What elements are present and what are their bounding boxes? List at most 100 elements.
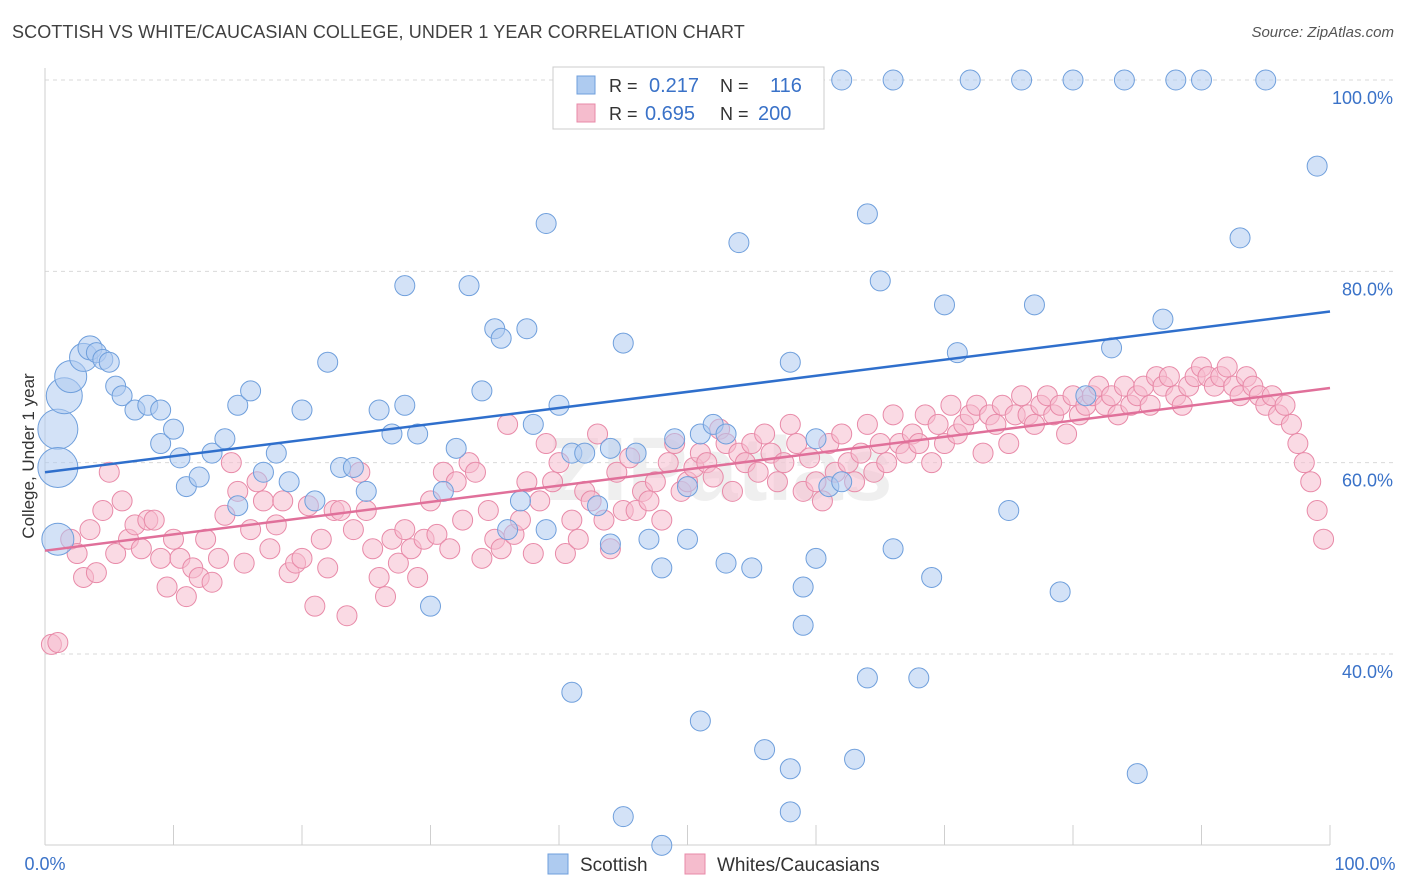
white-point — [856, 413, 878, 435]
white-point — [426, 523, 448, 545]
scottish-point — [831, 69, 853, 91]
scottish-point — [265, 442, 287, 464]
scottish-point — [844, 748, 866, 770]
chart-title: SCOTTISH VS WHITE/CAUCASIAN COLLEGE, UND… — [12, 22, 745, 42]
legend-r-label-2: R = — [609, 104, 638, 124]
white-point — [766, 471, 788, 493]
scottish-point — [612, 332, 634, 354]
x-tick-label-min: 0.0% — [24, 854, 65, 874]
scottish-point — [1191, 69, 1212, 91]
scottish-point — [638, 528, 660, 550]
white-point — [85, 562, 107, 584]
white-point — [522, 543, 544, 565]
scottish-point — [188, 466, 210, 488]
white-point — [1011, 385, 1033, 407]
scottish-point — [792, 576, 814, 598]
white-point — [516, 471, 538, 493]
white-point — [554, 543, 576, 565]
legend-r-label-1: R = — [609, 76, 638, 96]
white-point — [638, 490, 660, 512]
scottish-point — [548, 394, 570, 416]
scottish-point — [407, 423, 429, 445]
legend-r-value-2: 0.695 — [645, 103, 695, 125]
white-point — [754, 423, 776, 445]
scottish-point — [651, 834, 673, 856]
white-trend-line — [44, 386, 1331, 552]
white-point — [542, 471, 564, 493]
white-point — [394, 519, 416, 541]
x-ticks — [44, 825, 1331, 845]
scottish-point — [490, 327, 512, 349]
white-point — [407, 566, 429, 588]
scottish-point — [625, 442, 647, 464]
white-point — [220, 452, 242, 474]
white-point — [529, 490, 551, 512]
scottish-point — [715, 552, 737, 574]
scottish-point — [37, 408, 79, 450]
white-point — [779, 413, 801, 435]
scottish-point — [458, 275, 480, 297]
white-point — [644, 471, 666, 493]
white-point — [362, 538, 384, 560]
white-point — [587, 423, 609, 445]
white-point — [477, 500, 499, 521]
scottish-point — [689, 710, 711, 732]
white-point — [130, 538, 152, 560]
scottish-point — [150, 433, 172, 455]
white-point — [272, 490, 294, 512]
scottish-point — [252, 461, 274, 483]
scottish-point — [111, 385, 133, 407]
trend-lines — [44, 310, 1331, 552]
scottish-point — [1075, 385, 1097, 407]
white-point — [1216, 356, 1238, 378]
scottish-point — [497, 519, 519, 541]
white-point — [651, 509, 673, 531]
scottish-point — [921, 566, 943, 588]
scottish-point — [98, 351, 120, 373]
white-point — [439, 538, 461, 560]
white-point — [464, 461, 486, 483]
white-point — [1293, 452, 1315, 474]
white-point — [1300, 471, 1322, 493]
x-tick-label-max: 100.0% — [1334, 854, 1395, 874]
scottish-point — [278, 471, 300, 493]
scottish-point — [651, 557, 673, 579]
scottish-point — [471, 380, 493, 402]
bottom-legend-swatch-scottish — [547, 853, 569, 875]
scottish-point — [792, 614, 814, 636]
scottish-point — [163, 418, 184, 440]
bottom-legend-label-white: Whites/Caucasians — [717, 855, 880, 876]
white-point — [111, 490, 133, 512]
white-point — [291, 547, 313, 569]
data-points — [37, 69, 1335, 856]
scottish-point — [169, 447, 191, 469]
white-point — [1313, 528, 1335, 550]
scottish-point — [612, 806, 634, 828]
scottish-point — [869, 270, 891, 292]
white-point — [1158, 366, 1180, 388]
white-point — [747, 461, 769, 483]
scottish-point — [1011, 69, 1033, 91]
white-point — [908, 433, 930, 455]
scottish-point — [1152, 308, 1174, 330]
scottish-point — [715, 423, 737, 445]
y-tick-labels: 40.0% 60.0% 80.0% 100.0% — [1332, 88, 1393, 682]
white-point — [330, 500, 352, 521]
scottish-point — [509, 490, 531, 512]
white-point — [259, 538, 281, 560]
white-point — [66, 543, 88, 565]
white-point — [799, 447, 821, 469]
y-tick-label: 60.0% — [1342, 471, 1393, 491]
legend-swatch-white — [576, 103, 596, 123]
scottish-point — [831, 471, 853, 493]
scottish-point — [1023, 294, 1045, 316]
white-point — [304, 595, 326, 617]
white-point — [387, 552, 409, 574]
white-point — [471, 547, 493, 569]
scottish-point — [1229, 227, 1251, 249]
scottish-point — [317, 351, 339, 373]
scottish-point — [779, 801, 801, 823]
scottish-point — [741, 557, 763, 579]
scottish-point — [394, 275, 416, 297]
scottish-point — [599, 533, 621, 555]
